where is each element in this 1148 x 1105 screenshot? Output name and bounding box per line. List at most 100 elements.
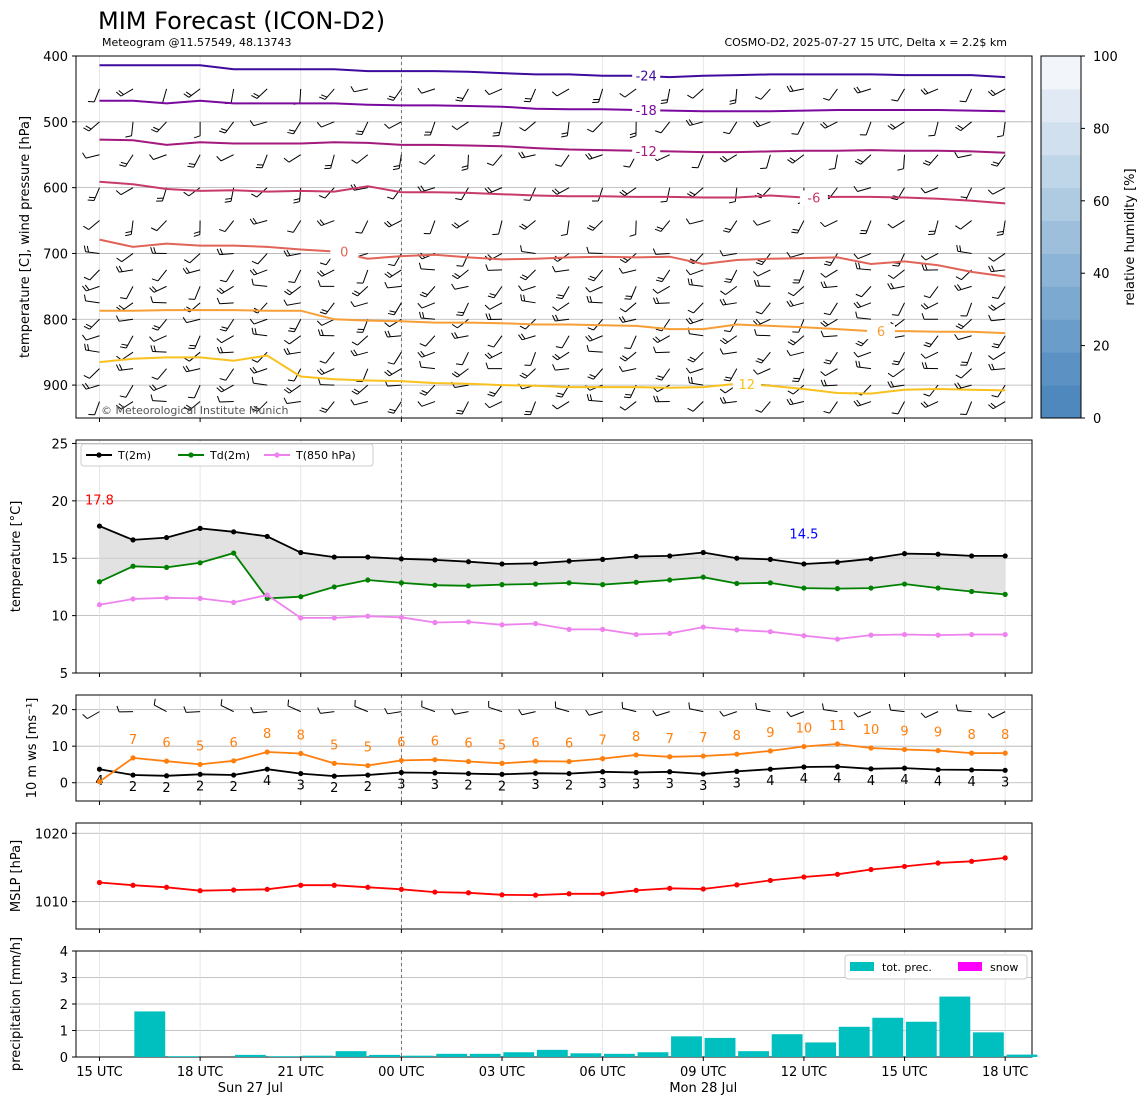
data-point: [398, 769, 404, 776]
wind-barb: [319, 302, 335, 315]
wind-barb: [786, 349, 805, 357]
wind-barb: [887, 380, 905, 388]
data-point: [633, 887, 639, 893]
data-point: [935, 860, 941, 866]
precip-bar: [838, 1026, 870, 1057]
data-point: [935, 747, 941, 754]
wind-barb: [183, 187, 201, 197]
wind-barb: [859, 121, 872, 136]
wind-barb: [283, 335, 302, 345]
data-point: [969, 750, 975, 756]
wind-barb: [317, 329, 335, 337]
wind-barb: [251, 302, 268, 314]
data-point: [231, 758, 237, 764]
wind-barb: [552, 364, 570, 371]
precip-bar: [905, 1021, 937, 1057]
wind-barb: [959, 88, 973, 103]
x-tick-label: 06 UTC: [579, 1065, 625, 1080]
x-tick-label: 18 UTC: [177, 1065, 223, 1080]
wind-barb: [720, 285, 738, 295]
data-point: [499, 760, 505, 766]
data-point: [734, 555, 740, 561]
wind-barb: [384, 269, 402, 278]
wind-barb: [987, 187, 1006, 195]
data-label: 2: [364, 780, 372, 795]
wind-barb: [87, 88, 100, 103]
data-point: [667, 630, 673, 637]
wind-barb: [920, 302, 939, 310]
data-point: [298, 750, 304, 757]
wind-barb: [183, 401, 201, 411]
wind-barb: [519, 220, 536, 230]
y-tick-label: 3: [60, 972, 68, 987]
wind-barb: [283, 154, 302, 163]
data-point: [499, 771, 505, 777]
wind-barb: [687, 401, 704, 412]
wind-barb: [125, 121, 134, 138]
wind-barb: [287, 121, 302, 135]
wind-barb: [760, 154, 771, 169]
wind-barb: [116, 401, 134, 410]
data-label: 8: [632, 730, 640, 745]
y-tick-label: 800: [43, 313, 68, 328]
y-tick-label: 10: [51, 740, 68, 755]
wind-barb: [115, 364, 134, 371]
wind-barb: [823, 253, 838, 266]
data-label: 6: [464, 737, 472, 752]
wind-barb: [488, 700, 503, 713]
legend-label: tot. prec.: [882, 961, 932, 974]
wind-barb: [83, 245, 100, 254]
data-point: [331, 760, 337, 766]
data-label: 5: [364, 741, 372, 756]
humidity-band: [1041, 220, 1081, 254]
wind-barb: [719, 335, 738, 345]
wind-barb: [719, 710, 737, 717]
wind-barb: [618, 316, 637, 323]
wind-barb: [554, 701, 570, 713]
wind-barb: [988, 302, 1006, 311]
wind-barb: [923, 335, 939, 348]
data-point: [96, 523, 103, 529]
wind-barb: [150, 247, 167, 254]
wind-barb: [685, 218, 704, 225]
wind-barb: [183, 351, 201, 362]
wind-barb: [149, 335, 167, 342]
data-point: [1002, 591, 1008, 597]
data-label: 2: [330, 781, 338, 796]
wind-barb: [355, 220, 369, 234]
wind-barb: [193, 121, 201, 139]
data-point: [801, 874, 807, 880]
wind-barb: [356, 269, 369, 284]
y-tick-label: 15: [51, 552, 68, 567]
wind-barb: [182, 365, 201, 373]
data-point: [767, 556, 773, 562]
wind-barb: [419, 311, 435, 320]
data-label: 6: [162, 736, 170, 751]
wind-barb: [820, 318, 838, 327]
data-point: [264, 749, 270, 755]
wind-barb: [552, 253, 570, 262]
data-point: [969, 553, 975, 559]
data-point: [331, 615, 337, 621]
data-label: 2: [464, 779, 472, 794]
data-point: [868, 585, 874, 591]
wind-barb: [552, 351, 570, 361]
wind-barb: [115, 265, 134, 273]
wind-barb: [417, 401, 436, 407]
wind-barb: [520, 245, 536, 254]
wind-barb: [153, 698, 167, 713]
data-point: [935, 551, 941, 557]
data-point: [633, 553, 639, 560]
isotherm-label-bg: [799, 190, 828, 206]
wind-barb: [115, 315, 134, 322]
precip-bar: [738, 1051, 770, 1057]
data-point: [432, 557, 438, 563]
humidity-band: [1041, 319, 1081, 353]
precip-bar: [402, 1055, 434, 1057]
data-point: [532, 560, 539, 566]
wind-barb: [719, 348, 737, 355]
data-point: [264, 766, 270, 772]
data-point: [231, 772, 237, 778]
wind-barb: [249, 120, 268, 127]
isotherm-line: [99, 138, 1006, 154]
